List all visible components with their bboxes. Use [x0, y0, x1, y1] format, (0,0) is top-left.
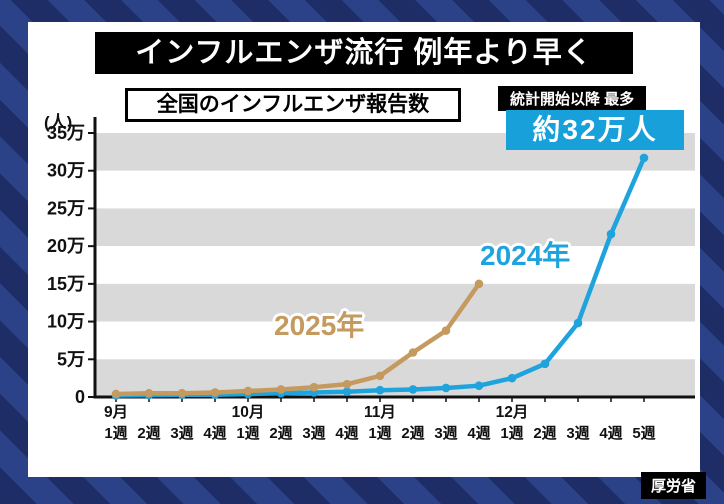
svg-text:4週: 4週	[467, 425, 490, 442]
svg-text:10万: 10万	[47, 312, 85, 332]
svg-text:10月: 10月	[232, 403, 265, 421]
svg-text:3週: 3週	[566, 425, 589, 442]
svg-text:5万: 5万	[57, 349, 85, 369]
svg-text:12月: 12月	[496, 403, 529, 421]
svg-text:11月: 11月	[364, 403, 396, 421]
svg-text:2週: 2週	[533, 425, 556, 442]
svg-text:20万: 20万	[47, 236, 85, 256]
svg-text:3週: 3週	[434, 425, 457, 442]
svg-text:15万: 15万	[47, 274, 85, 294]
svg-text:3週: 3週	[302, 425, 325, 442]
svg-text:1週: 1週	[368, 425, 391, 442]
svg-text:1週: 1週	[104, 425, 127, 442]
svg-text:2週: 2週	[269, 425, 292, 442]
svg-text:1週: 1週	[500, 425, 523, 442]
series-label-2025: 2025年	[274, 310, 365, 341]
svg-text:2週: 2週	[401, 425, 424, 442]
page-title: インフルエンザ流行 例年より早く	[95, 32, 633, 74]
record-label-badge: 統計開始以降 最多	[498, 86, 647, 111]
influenza-line-chart: 0 5万 10万 15万 20万 25万 30万 35万 1週 2週 3週 4週 1週 2週 3週 4週 1週 2…	[47, 117, 695, 442]
svg-text:3週: 3週	[170, 425, 193, 442]
svg-text:4週: 4週	[599, 425, 622, 442]
series-label-2024: 2024年	[480, 240, 571, 271]
chart-card: インフルエンザ流行 例年より早く 全国のインフルエンザ報告数 (人) 統計開始以…	[28, 22, 700, 477]
svg-text:9月: 9月	[104, 403, 128, 421]
svg-text:4週: 4週	[203, 425, 226, 442]
source-badge: 厚労省	[640, 472, 706, 499]
svg-text:4週: 4週	[335, 425, 358, 442]
record-value-badge: 約32万人	[506, 110, 684, 150]
svg-text:1週: 1週	[236, 425, 259, 442]
svg-text:30万: 30万	[47, 161, 85, 181]
svg-text:0: 0	[75, 387, 85, 407]
y-axis-unit-label: (人)	[44, 113, 73, 132]
svg-text:5週: 5週	[632, 425, 655, 442]
svg-text:25万: 25万	[47, 198, 85, 218]
chart-subtitle: 全国のインフルエンザ報告数	[125, 88, 461, 122]
svg-text:35万: 35万	[47, 123, 85, 143]
svg-text:2週: 2週	[137, 425, 160, 442]
